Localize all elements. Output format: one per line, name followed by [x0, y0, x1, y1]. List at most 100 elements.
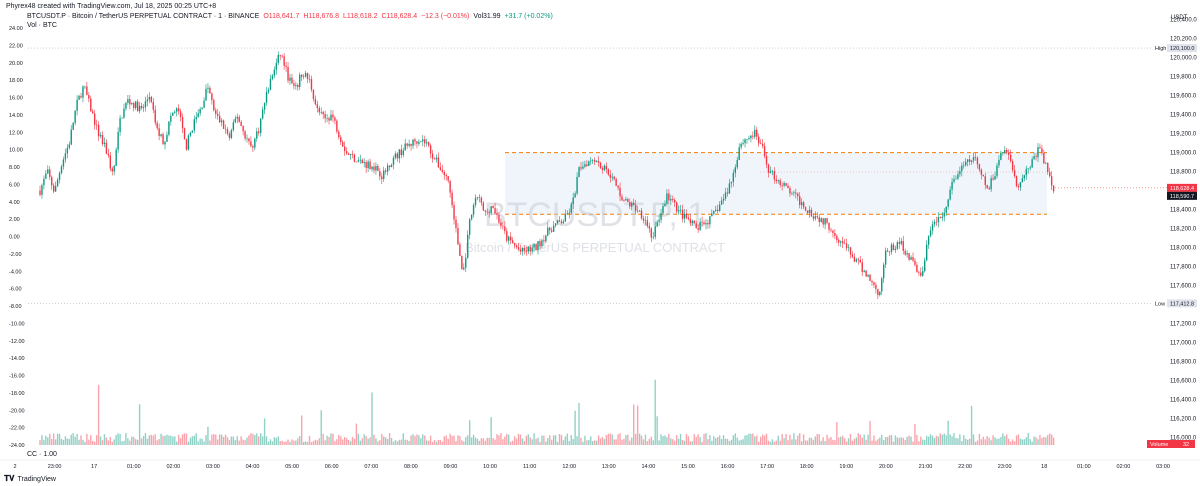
candle-body	[1025, 168, 1027, 176]
price-tick-label: 120,000.0	[1170, 56, 1197, 62]
candle-body	[248, 138, 250, 142]
candle-body	[892, 244, 895, 250]
candle-body	[685, 213, 688, 218]
candle-body	[299, 74, 301, 88]
volume-bar	[166, 434, 168, 445]
volume-bar	[379, 440, 381, 445]
candle-body	[638, 210, 641, 212]
candle-body	[574, 193, 576, 198]
time-tick-label: 04:00	[246, 464, 260, 470]
volume-bar	[886, 436, 889, 445]
candle-body	[416, 141, 418, 144]
candle-body	[457, 228, 459, 245]
candle-body	[592, 160, 594, 161]
volume-bar	[828, 438, 830, 445]
volume-bar	[894, 435, 897, 445]
price-axis-title: USDT	[1171, 15, 1188, 21]
candle-body	[228, 133, 231, 138]
candle-body	[316, 104, 319, 108]
candle-body	[853, 256, 856, 262]
volume-bar	[902, 437, 904, 445]
candle-body	[265, 91, 268, 103]
watermark-description: Bitcoin / TetherUS PERPETUAL CONTRACT	[465, 240, 725, 255]
candle-body	[414, 139, 416, 142]
tradingview-logo-icon[interactable]: 𝐓𝐕	[4, 474, 15, 483]
volume-bar	[986, 436, 988, 445]
candle-body	[250, 141, 252, 147]
candle-body	[1027, 168, 1029, 169]
candle-body	[244, 131, 246, 139]
candle-body	[134, 101, 137, 108]
volume-bar	[689, 441, 692, 445]
candle-body	[664, 203, 666, 207]
volume-bar	[564, 436, 567, 445]
volume-badge-label: Volume	[1150, 442, 1168, 448]
candle-body	[277, 54, 279, 64]
volume-bar	[787, 440, 789, 445]
candle-body	[777, 180, 779, 182]
candle-body	[131, 103, 133, 105]
last-price-bg	[1167, 183, 1197, 192]
volume-bar	[972, 434, 975, 445]
candle-body	[230, 130, 233, 138]
volume-bar	[209, 440, 211, 445]
candle-body	[841, 241, 844, 244]
candle-body	[802, 202, 805, 208]
volume-bar	[734, 433, 736, 445]
volume-bar	[959, 434, 961, 445]
time-tick-label: 19:00	[839, 464, 853, 470]
candle-body	[269, 78, 272, 90]
volume-bar	[49, 433, 51, 445]
volume-bar	[748, 433, 750, 445]
candle-body	[851, 254, 854, 257]
volume-bar	[830, 436, 832, 445]
volume-bar	[47, 437, 49, 445]
low-value: 117,412.8	[1170, 301, 1194, 307]
candle-body	[670, 199, 672, 201]
tradingview-label[interactable]: TradingView	[17, 475, 56, 483]
candle-body	[978, 164, 981, 170]
volume-bar	[773, 441, 776, 445]
candle-body	[285, 65, 287, 68]
volume-bar	[443, 436, 445, 445]
volume-bar	[1052, 437, 1055, 445]
volume-bar	[291, 439, 293, 445]
cc-indicator-legend[interactable]: CC · 1.00	[27, 451, 57, 458]
time-tick-label: 15:00	[681, 464, 695, 470]
volume-bar	[711, 440, 713, 445]
volume-bar	[412, 434, 414, 445]
volume-bar	[302, 441, 305, 445]
volume-bar	[808, 437, 811, 445]
volume-bar	[84, 441, 86, 445]
candle-body	[236, 116, 238, 119]
volume-bar	[968, 438, 971, 445]
candle-body	[136, 101, 139, 112]
symbol-legend: BTCUSDT.P · Bitcoin / TetherUS PERPETUAL…	[27, 13, 555, 20]
volume-bar	[763, 435, 766, 445]
volume-bar	[597, 435, 600, 445]
last-price2-bg	[1167, 191, 1197, 200]
ohlc-low: L118,618.2	[342, 13, 378, 20]
volume-bar	[953, 433, 955, 445]
candle-body	[127, 99, 129, 103]
volume-bar	[931, 435, 934, 445]
volume-bar	[966, 439, 969, 445]
volume-bar	[799, 433, 801, 445]
volume-bar	[562, 440, 565, 445]
candle-body	[593, 160, 596, 162]
volume-bar	[916, 434, 918, 445]
high-label: High	[1155, 46, 1166, 52]
candle-body	[525, 250, 528, 252]
candle-body	[293, 83, 295, 86]
symbol-name[interactable]: BTCUSDT.P · Bitcoin / TetherUS PERPETUAL…	[27, 13, 260, 20]
time-tick-label: 23:00	[998, 464, 1012, 470]
candle-body	[418, 141, 420, 144]
candle-body	[271, 75, 274, 79]
volume-bar	[431, 441, 434, 445]
volume-bar	[338, 434, 340, 445]
volume-legend[interactable]: Vol · BTC	[27, 22, 57, 29]
volume-bar	[990, 440, 992, 445]
volume-bar	[709, 435, 711, 445]
candle-body	[1000, 152, 1002, 160]
